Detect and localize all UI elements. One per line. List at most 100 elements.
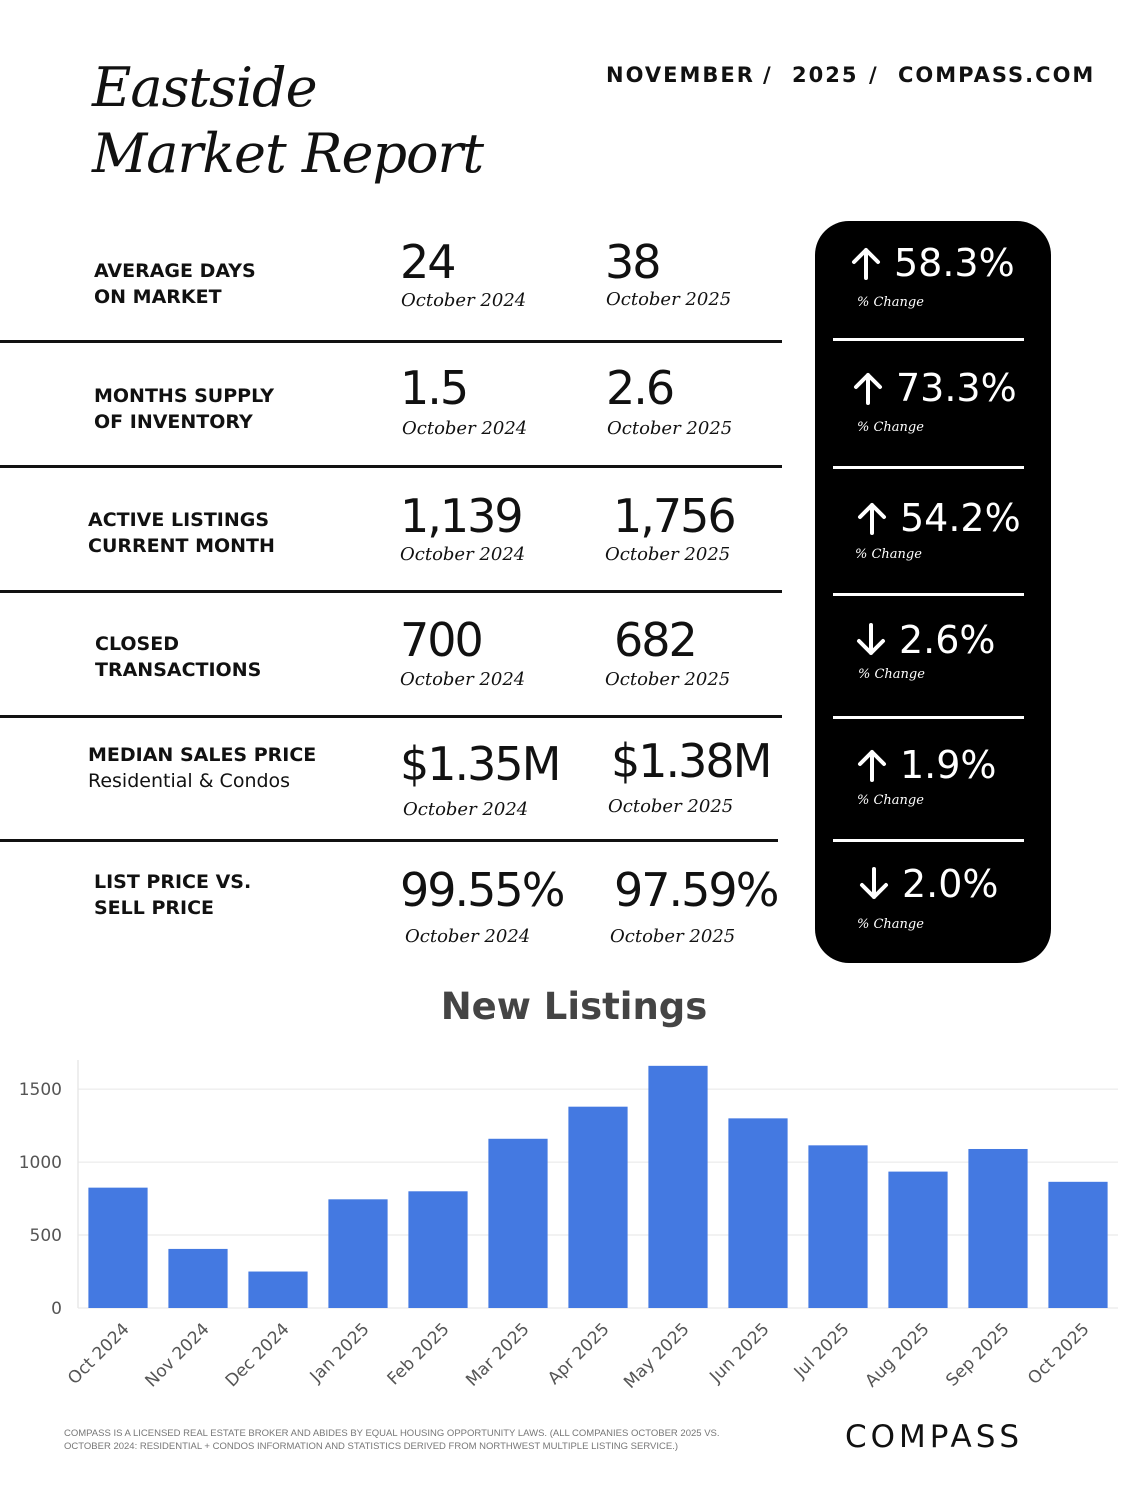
- bar: [248, 1271, 308, 1308]
- metric-change: 58.3%: [850, 241, 1015, 285]
- change-label: % Change: [857, 793, 924, 808]
- metric-change: 2.0%: [858, 862, 999, 906]
- arrow-up-icon: [858, 750, 886, 782]
- title-line-2: Market Report: [92, 122, 484, 185]
- x-tick-label: Dec 2024: [222, 1319, 294, 1391]
- metric-label: CLOSED TRANSACTIONS: [95, 633, 262, 681]
- header-separator: /: [763, 63, 773, 87]
- metric-curr-value: 682: [614, 613, 698, 667]
- metric-curr-value: $1.38M: [611, 734, 772, 788]
- x-tick-label: Nov 2024: [142, 1319, 214, 1391]
- report-title: Eastside Market Report: [92, 55, 484, 187]
- panel-divider: [833, 466, 1024, 469]
- panel-divider: [833, 593, 1024, 596]
- metric-prev-period: October 2024: [403, 799, 529, 820]
- change-panel: [815, 221, 1051, 963]
- metric-prev-value: 99.55%: [400, 863, 565, 917]
- header-website: COMPASS.COM: [898, 63, 1096, 87]
- change-label: % Change: [855, 547, 922, 562]
- x-tick-label: May 2025: [620, 1319, 693, 1392]
- bar: [328, 1199, 388, 1308]
- row-divider: [0, 340, 782, 343]
- metric-prev-period: October 2024: [405, 926, 531, 947]
- metric-prev-period: October 2024: [400, 544, 526, 565]
- metric-prev-value: 700: [400, 613, 484, 667]
- chart-title: New Listings: [440, 985, 708, 1028]
- bar: [648, 1065, 708, 1308]
- metric-prev-value: 24: [400, 235, 457, 289]
- bar: [968, 1148, 1028, 1308]
- header-separator: /: [869, 63, 879, 87]
- metric-curr-period: October 2025: [607, 418, 733, 439]
- bar: [408, 1191, 468, 1308]
- bar: [728, 1118, 788, 1308]
- header-year: 2025: [792, 63, 859, 87]
- x-tick-label: Jun 2025: [705, 1319, 773, 1387]
- metric-curr-period: October 2025: [606, 289, 732, 310]
- metric-label: MEDIAN SALES PRICE Residential & Condos: [88, 744, 317, 792]
- metric-curr-period: October 2025: [605, 669, 731, 690]
- bar: [888, 1171, 948, 1308]
- metric-prev-value: 1.5: [400, 361, 469, 415]
- metric-curr-period: October 2025: [608, 796, 734, 817]
- x-tick-label: Feb 2025: [384, 1319, 454, 1389]
- metric-curr-value: 2.6: [606, 361, 675, 415]
- panel-divider: [833, 839, 1024, 842]
- x-tick-label: Aug 2025: [861, 1319, 933, 1391]
- title-line-1: Eastside: [92, 56, 318, 119]
- metric-prev-period: October 2024: [401, 290, 527, 311]
- metric-label: ACTIVE LISTINGS CURRENT MONTH: [88, 509, 275, 557]
- metric-curr-period: October 2025: [610, 926, 736, 947]
- row-divider: [0, 715, 782, 718]
- bar: [808, 1145, 868, 1308]
- row-divider: [0, 839, 778, 842]
- compass-logo: COMPASS: [845, 1416, 1055, 1461]
- arrow-down-icon: [857, 623, 885, 655]
- change-label: % Change: [858, 667, 925, 682]
- arrow-up-icon: [858, 503, 886, 535]
- metric-label: AVERAGE DAYS ON MARKET: [94, 260, 256, 308]
- change-label: % Change: [857, 420, 924, 435]
- bar: [88, 1187, 148, 1308]
- metric-change: 73.3%: [852, 366, 1017, 410]
- bar: [168, 1248, 228, 1308]
- panel-divider: [833, 338, 1024, 341]
- metric-curr-period: October 2025: [605, 544, 731, 565]
- disclaimer: COMPASS IS A LICENSED REAL ESTATE BROKER…: [64, 1428, 720, 1452]
- x-tick-label: Apr 2025: [544, 1319, 613, 1388]
- x-tick-label: Jan 2025: [306, 1319, 374, 1387]
- row-divider: [0, 590, 782, 593]
- arrow-up-icon: [854, 373, 882, 405]
- metric-prev-value: $1.35M: [400, 737, 561, 791]
- y-tick-label: 1000: [19, 1153, 62, 1173]
- y-tick-label: 500: [30, 1226, 62, 1246]
- bar: [1048, 1181, 1108, 1308]
- metric-curr-value: 1,756: [613, 489, 737, 543]
- header-month: NOVEMBER: [606, 63, 755, 87]
- metric-change: 1.9%: [856, 743, 997, 787]
- x-tick-label: Mar 2025: [462, 1319, 533, 1390]
- new-listings-chart: 0 500 1000 1500 Oct 2024 Nov 2024 Dec 2024 Jan…: [19, 1060, 1118, 1393]
- arrow-down-icon: [860, 867, 888, 899]
- bar: [488, 1138, 548, 1308]
- compass-logo-icon: COMPASS: [845, 1419, 1019, 1455]
- metric-prev-value: 1,139: [400, 489, 524, 543]
- metric-prev-period: October 2024: [400, 669, 526, 690]
- x-tick-label: Oct 2024: [64, 1319, 133, 1388]
- x-tick-label: Oct 2025: [1024, 1319, 1093, 1388]
- x-tick-label: Jul 2025: [790, 1319, 854, 1383]
- change-label: % Change: [857, 917, 924, 932]
- x-tick-label: Sep 2025: [942, 1319, 1013, 1390]
- bar: [568, 1106, 628, 1308]
- metric-prev-period: October 2024: [402, 418, 528, 439]
- metric-change: 2.6%: [855, 618, 996, 662]
- metric-label: LIST PRICE VS. SELL PRICE: [94, 871, 252, 919]
- y-tick-label: 1500: [19, 1080, 62, 1100]
- y-tick-label: 0: [51, 1299, 62, 1319]
- row-divider: [0, 465, 782, 468]
- metric-label: MONTHS SUPPLY OF INVENTORY: [94, 385, 274, 433]
- metric-curr-value: 38: [605, 235, 662, 289]
- metric-curr-value: 97.59%: [614, 863, 779, 917]
- arrow-up-icon: [852, 248, 880, 280]
- change-label: % Change: [857, 295, 924, 310]
